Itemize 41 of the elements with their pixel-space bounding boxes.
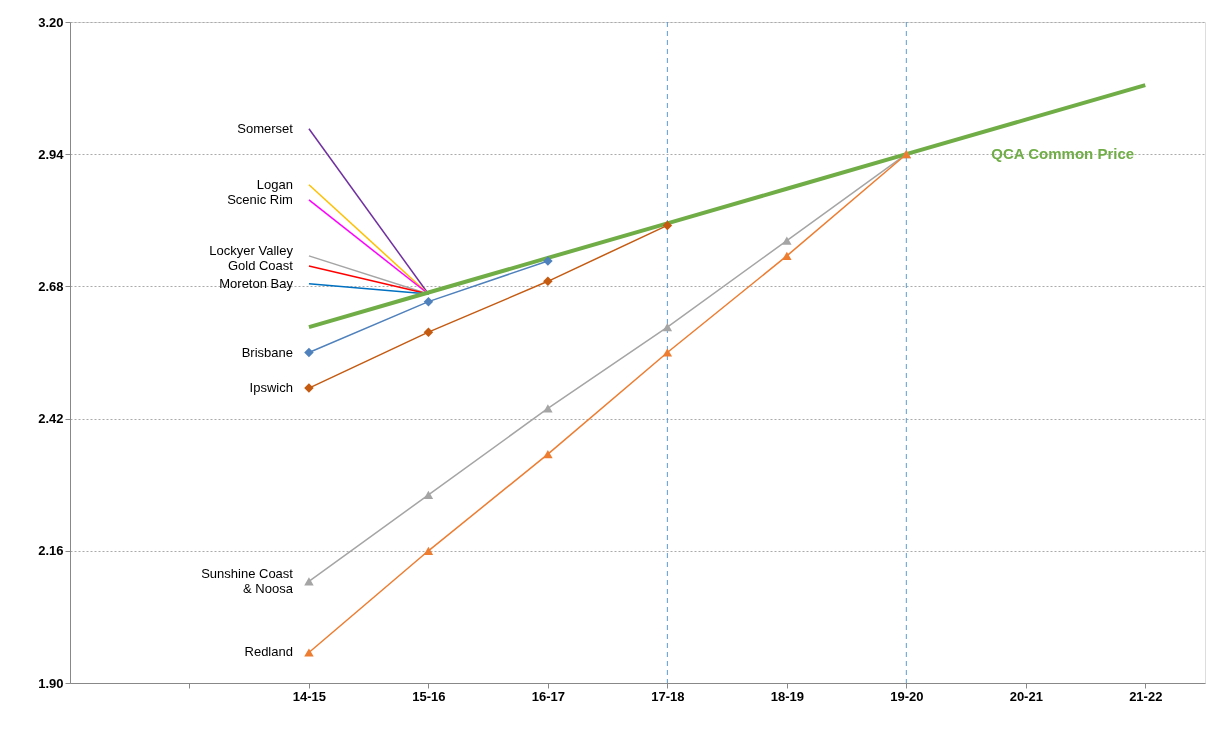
y-tick-label: 2.42 bbox=[38, 411, 64, 427]
y-tick-label: 2.16 bbox=[38, 543, 64, 559]
x-tick-label: 20-21 bbox=[1009, 688, 1043, 704]
point bbox=[423, 296, 434, 307]
series-label: Redland bbox=[244, 644, 293, 660]
point bbox=[423, 327, 434, 337]
point bbox=[423, 546, 434, 555]
point bbox=[304, 347, 314, 358]
x-tick-label: 21-22 bbox=[1129, 688, 1163, 704]
series-label: Moreton Bay bbox=[219, 275, 294, 291]
point bbox=[543, 404, 553, 413]
point bbox=[423, 490, 434, 499]
point bbox=[782, 251, 792, 260]
point bbox=[662, 322, 673, 332]
series-label: Gold Coast bbox=[227, 258, 294, 274]
line-series bbox=[306, 83, 1148, 330]
series-label: Scenic Rim bbox=[227, 191, 293, 207]
point bbox=[543, 276, 553, 287]
point bbox=[543, 450, 553, 459]
x-tick-label: 17-18 bbox=[651, 688, 685, 704]
series-label: Sunshine Coast & Noosa bbox=[201, 566, 294, 597]
series-label: Lockyer Valley bbox=[209, 243, 294, 259]
y-tick-label: 3.20 bbox=[38, 14, 64, 30]
series-label: QCA Common Price bbox=[991, 145, 1135, 163]
x-tick-label: 16-17 bbox=[531, 688, 566, 704]
x-tick-label: 15-16 bbox=[412, 688, 446, 704]
x-tick-label: 18-19 bbox=[770, 688, 804, 704]
series-label: Logan bbox=[256, 176, 293, 192]
x-tick-label: 19-20 bbox=[890, 688, 924, 704]
point bbox=[304, 648, 314, 657]
y-tick-label: 2.68 bbox=[38, 278, 64, 294]
series-label: Somerset bbox=[237, 120, 294, 136]
series-label: Brisbane bbox=[241, 344, 293, 360]
y-tick-label: 1.90 bbox=[38, 675, 64, 691]
point bbox=[782, 236, 792, 245]
point bbox=[304, 577, 314, 586]
point bbox=[662, 220, 673, 231]
y-tick-label: 2.94 bbox=[38, 146, 65, 162]
x-tick-label: 14-15 bbox=[292, 688, 327, 704]
point bbox=[662, 348, 673, 357]
series-label: Ipswich bbox=[249, 380, 293, 396]
